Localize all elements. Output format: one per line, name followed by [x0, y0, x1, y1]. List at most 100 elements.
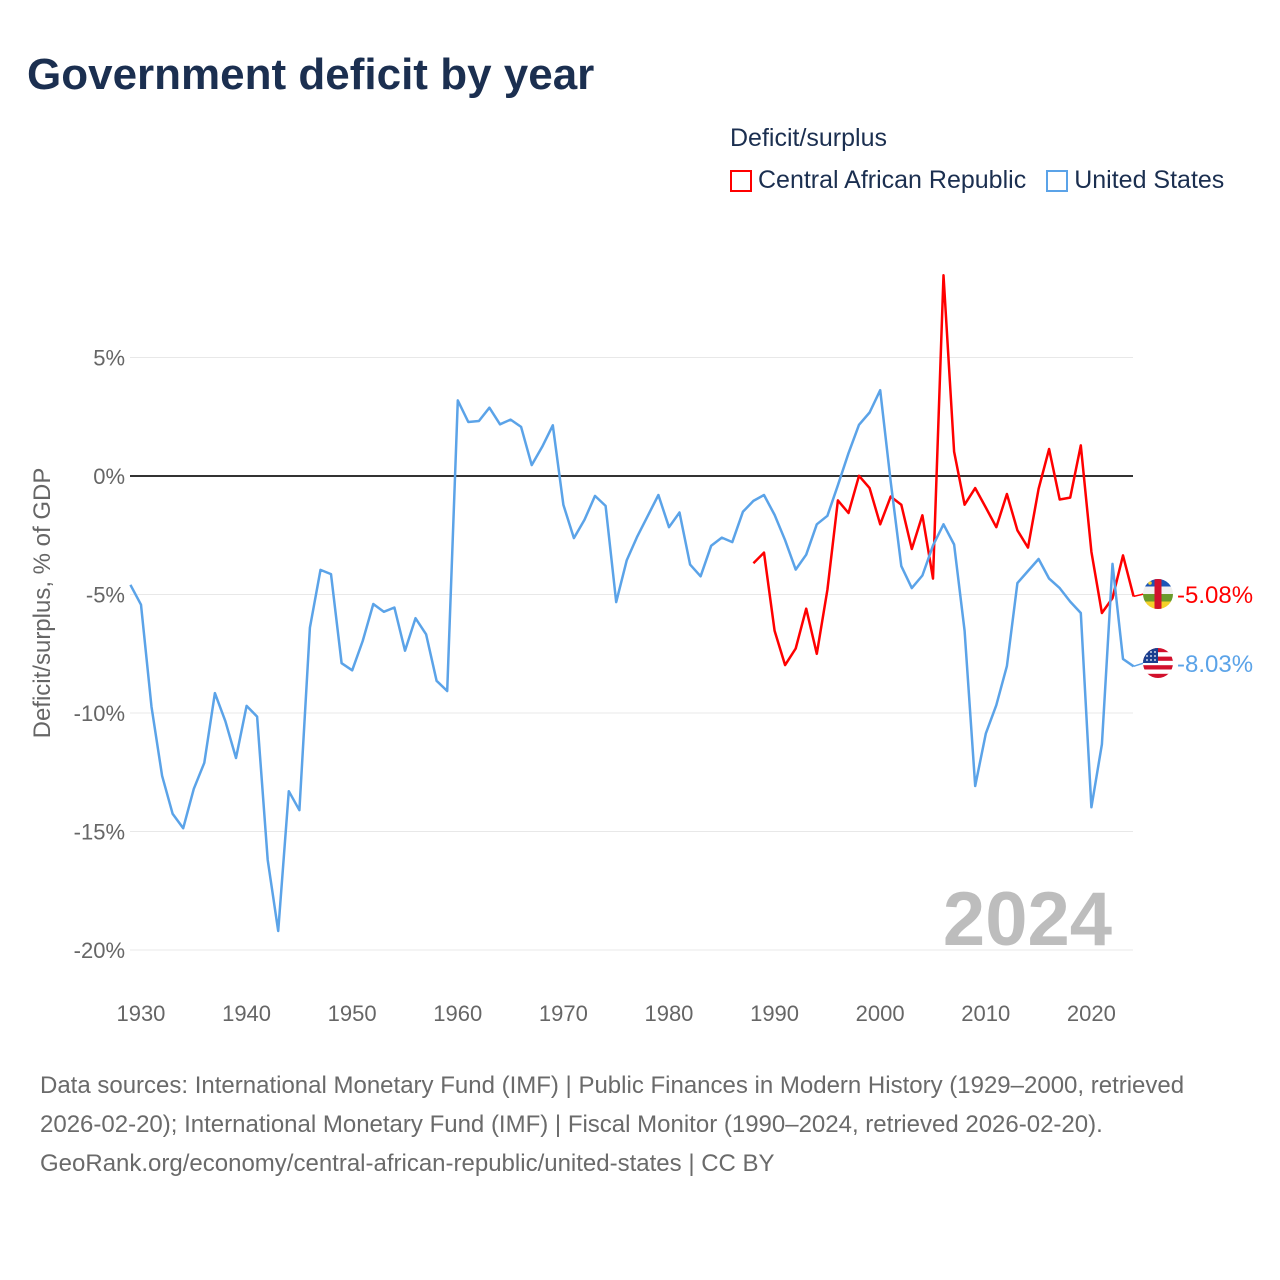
data-point-central-african-republic[interactable]	[866, 484, 874, 492]
data-point-united-states[interactable]	[823, 512, 831, 520]
data-point-united-states[interactable]	[570, 534, 578, 542]
data-point-central-african-republic[interactable]	[749, 559, 757, 567]
data-point-central-african-republic[interactable]	[771, 627, 779, 635]
data-point-united-states[interactable]	[771, 511, 779, 519]
data-point-united-states[interactable]	[876, 386, 884, 394]
data-point-united-states[interactable]	[1003, 662, 1011, 670]
data-point-united-states[interactable]	[528, 461, 536, 469]
data-point-united-states[interactable]	[475, 417, 483, 425]
data-point-central-african-republic[interactable]	[1045, 445, 1053, 453]
data-point-united-states[interactable]	[232, 754, 240, 762]
data-point-central-african-republic[interactable]	[971, 484, 979, 492]
data-point-central-african-republic[interactable]	[1013, 526, 1021, 534]
data-point-united-states[interactable]	[464, 418, 472, 426]
data-point-united-states[interactable]	[802, 551, 810, 559]
data-point-united-states[interactable]	[1013, 579, 1021, 587]
data-point-central-african-republic[interactable]	[781, 661, 789, 669]
data-point-united-states[interactable]	[158, 772, 166, 780]
data-point-united-states[interactable]	[359, 637, 367, 645]
data-point-united-states[interactable]	[1045, 575, 1053, 583]
data-point-united-states[interactable]	[676, 508, 684, 516]
data-point-united-states[interactable]	[348, 666, 356, 674]
data-point-united-states[interactable]	[834, 481, 842, 489]
data-point-united-states[interactable]	[243, 702, 251, 710]
data-point-united-states[interactable]	[633, 532, 641, 540]
data-point-united-states[interactable]	[190, 785, 198, 793]
data-point-united-states[interactable]	[221, 717, 229, 725]
data-point-central-african-republic[interactable]	[802, 605, 810, 613]
data-point-united-states[interactable]	[211, 689, 219, 697]
data-point-united-states[interactable]	[612, 598, 620, 606]
data-point-united-states[interactable]	[961, 627, 969, 635]
data-point-united-states[interactable]	[1066, 598, 1074, 606]
data-point-united-states[interactable]	[665, 523, 673, 531]
data-point-united-states[interactable]	[137, 601, 145, 609]
data-point-united-states[interactable]	[792, 566, 800, 574]
data-point-central-african-republic[interactable]	[950, 448, 958, 456]
data-point-united-states[interactable]	[390, 604, 398, 612]
data-point-united-states[interactable]	[496, 420, 504, 428]
legend-item-central-african-republic[interactable]: Central African Republic	[730, 166, 1026, 195]
data-point-united-states[interactable]	[781, 536, 789, 544]
data-point-central-african-republic[interactable]	[1087, 548, 1095, 556]
data-point-united-states[interactable]	[507, 416, 515, 424]
data-point-united-states[interactable]	[285, 787, 293, 795]
data-point-united-states[interactable]	[591, 492, 599, 500]
data-point-united-states[interactable]	[559, 501, 567, 509]
data-point-united-states[interactable]	[602, 502, 610, 510]
data-point-central-african-republic[interactable]	[940, 271, 948, 279]
data-point-central-african-republic[interactable]	[1035, 485, 1043, 493]
data-point-central-african-republic[interactable]	[982, 504, 990, 512]
data-point-united-states[interactable]	[148, 703, 156, 711]
data-point-central-african-republic[interactable]	[760, 549, 768, 557]
data-point-central-african-republic[interactable]	[918, 511, 926, 519]
data-point-central-african-republic[interactable]	[855, 472, 863, 480]
data-point-central-african-republic[interactable]	[961, 501, 969, 509]
data-point-united-states[interactable]	[454, 396, 462, 404]
data-point-united-states[interactable]	[855, 421, 863, 429]
data-point-central-african-republic[interactable]	[1066, 494, 1074, 502]
data-point-united-states[interactable]	[728, 538, 736, 546]
data-point-united-states[interactable]	[1024, 567, 1032, 575]
data-point-united-states[interactable]	[316, 566, 324, 574]
data-point-united-states[interactable]	[274, 927, 282, 935]
data-point-united-states[interactable]	[982, 730, 990, 738]
data-point-united-states[interactable]	[580, 516, 588, 524]
data-point-united-states[interactable]	[369, 600, 377, 608]
data-point-united-states[interactable]	[739, 508, 747, 516]
data-point-united-states[interactable]	[908, 584, 916, 592]
legend-item-united-states[interactable]: United States	[1046, 166, 1224, 195]
data-point-united-states[interactable]	[992, 701, 1000, 709]
data-point-united-states[interactable]	[1087, 803, 1095, 811]
data-point-united-states[interactable]	[1119, 655, 1127, 663]
data-point-united-states[interactable]	[686, 561, 694, 569]
data-point-united-states[interactable]	[1098, 740, 1106, 748]
data-point-united-states[interactable]	[623, 556, 631, 564]
data-point-central-african-republic[interactable]	[813, 650, 821, 658]
data-point-united-states[interactable]	[1108, 560, 1116, 568]
data-point-united-states[interactable]	[971, 782, 979, 790]
data-point-united-states[interactable]	[749, 497, 757, 505]
data-point-united-states[interactable]	[940, 520, 948, 528]
data-point-united-states[interactable]	[327, 570, 335, 578]
data-point-united-states[interactable]	[422, 630, 430, 638]
data-point-united-states[interactable]	[126, 581, 134, 589]
data-point-central-african-republic[interactable]	[908, 545, 916, 553]
data-point-central-african-republic[interactable]	[834, 496, 842, 504]
series-line-central-african-republic[interactable]	[752, 274, 1135, 667]
data-point-central-african-republic[interactable]	[897, 501, 905, 509]
data-point-united-states[interactable]	[306, 624, 314, 632]
data-point-united-states[interactable]	[1035, 555, 1043, 563]
data-point-united-states[interactable]	[338, 659, 346, 667]
data-point-united-states[interactable]	[918, 572, 926, 580]
data-point-united-states[interactable]	[169, 810, 177, 818]
data-point-central-african-republic[interactable]	[1077, 441, 1085, 449]
data-point-united-states[interactable]	[844, 449, 852, 457]
data-point-central-african-republic[interactable]	[1024, 544, 1032, 552]
data-point-central-african-republic[interactable]	[929, 575, 937, 583]
data-point-united-states[interactable]	[654, 491, 662, 499]
data-point-united-states[interactable]	[433, 677, 441, 685]
data-point-central-african-republic[interactable]	[792, 645, 800, 653]
data-point-united-states[interactable]	[200, 759, 208, 767]
attribution-link[interactable]: GeoRank.org/economy/central-african-repu…	[40, 1150, 775, 1177]
